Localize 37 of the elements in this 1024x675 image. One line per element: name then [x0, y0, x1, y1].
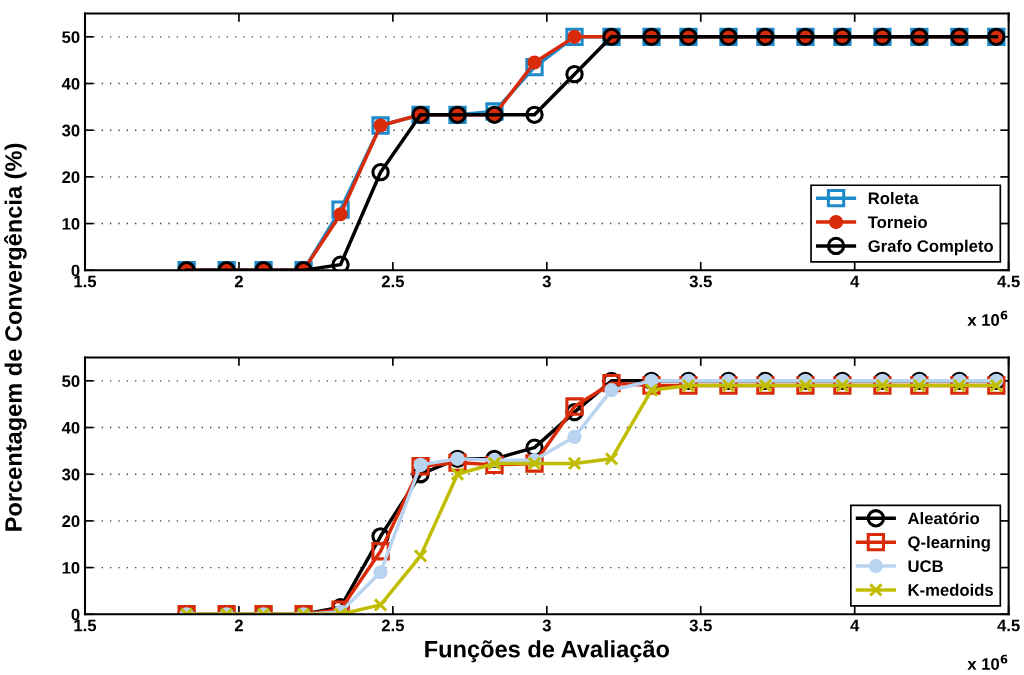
x-tick-label: 4 — [850, 619, 860, 632]
y-tick-label: 0 — [71, 608, 80, 621]
x-tick-label: 4 — [850, 275, 860, 288]
y-tick-label: 30 — [61, 124, 80, 137]
legend-label: K-medoids — [908, 583, 993, 596]
y-tick-label: 50 — [62, 31, 80, 44]
legend-label: Grafo Completo — [868, 239, 993, 256]
x-tick-label: 4.5 — [997, 619, 1020, 632]
x-tick-label: 4.5 — [997, 275, 1020, 288]
y-tick-label: 40 — [61, 77, 80, 90]
legend-label: Torneio — [867, 215, 927, 229]
x-tick-label: 3 — [542, 619, 551, 632]
legend-label: UCB — [908, 560, 943, 573]
x-tick-label: 2.5 — [381, 619, 404, 632]
text: x 10$^{6}$ — [967, 654, 1008, 670]
x-tick-label: 3.5 — [689, 619, 712, 632]
y-tick-label: 20 — [62, 171, 80, 184]
x-tick-label: 2 — [234, 275, 243, 288]
text: x 10$^{6}$ — [967, 310, 1008, 326]
y-axis-title: Porcentagem de Convergência (%) — [4, 143, 27, 531]
x-tick-label: 2.5 — [381, 275, 404, 288]
y-tick-label: 30 — [61, 468, 80, 481]
y-tick-label: 40 — [61, 421, 80, 434]
y-tick-label: 10 — [62, 217, 80, 230]
x-tick-label: 3.5 — [689, 275, 712, 288]
x-tick-label: 3 — [542, 275, 551, 288]
x-tick-label: 1.5 — [74, 275, 97, 288]
legend-label: Aleatório — [907, 511, 980, 525]
x-tick-label: 1.5 — [74, 619, 97, 632]
y-tick-label: 20 — [62, 515, 80, 528]
x-axis-title: Funções de Avaliação — [425, 640, 670, 663]
x-tick-label: 2 — [234, 619, 243, 632]
y-tick-label: 50 — [62, 375, 80, 388]
y-tick-label: 10 — [62, 561, 80, 574]
y-tick-label: 0 — [71, 264, 80, 277]
legend-label: Roleta — [868, 191, 919, 205]
legend-label: Q-learning — [908, 535, 990, 552]
